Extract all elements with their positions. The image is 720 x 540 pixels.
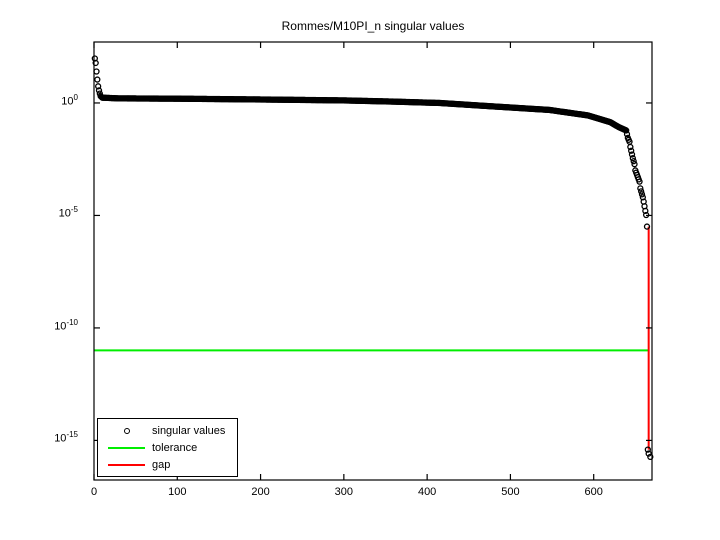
legend-label-singular-values: singular values	[152, 424, 226, 437]
singular-values-series	[91, 55, 654, 461]
singular-value-marker	[638, 191, 646, 198]
singular-value-marker	[628, 151, 636, 158]
singular-value-marker	[644, 446, 651, 453]
singular-value-marker	[638, 188, 645, 195]
legend-item-gap: gap	[98, 456, 237, 473]
x-tick-label: 100	[168, 486, 187, 498]
singular-value-marker	[94, 76, 101, 83]
circle-marker-icon	[123, 427, 130, 434]
legend-label-gap: gap	[152, 458, 171, 471]
x-tick-label: 500	[501, 486, 520, 498]
legend-item-tolerance: tolerance	[98, 439, 237, 456]
singular-value-marker	[642, 207, 649, 215]
legend-sample-area	[108, 446, 145, 449]
x-tick-label: 300	[334, 486, 354, 498]
singular-value-marker	[627, 143, 634, 151]
singular-value-marker	[630, 158, 637, 165]
singular-value-marker	[647, 453, 654, 461]
legend: singular values tolerance gap	[97, 418, 238, 477]
axis-box	[93, 41, 653, 481]
x-tick-label: 600	[584, 486, 603, 498]
singular-value-marker	[636, 178, 643, 185]
y-tick-label: 10-15	[54, 430, 78, 446]
singular-value-marker	[95, 83, 102, 90]
x-tick-label: 0	[90, 486, 98, 498]
x-tick-label: 400	[417, 486, 437, 498]
singular-value-marker	[645, 450, 652, 457]
singular-value-marker	[623, 131, 631, 138]
legend-item-singular-values: singular values	[98, 422, 237, 439]
y-tick-label: 100	[61, 92, 78, 108]
gap-line-icon	[108, 463, 145, 466]
legend-sample-area	[108, 463, 145, 466]
legend-sample-area	[108, 427, 145, 434]
singular-value-marker	[623, 127, 630, 134]
legend-label-tolerance: tolerance	[152, 441, 198, 454]
y-tick-label: 10-5	[58, 205, 78, 221]
singular-value-marker	[631, 161, 638, 168]
singular-value-marker	[93, 68, 100, 75]
singular-value-marker	[628, 147, 635, 154]
y-tick-label: 10-10	[54, 317, 78, 333]
singular-value-marker	[95, 87, 103, 94]
singular-value-marker	[92, 59, 99, 67]
singular-value-marker	[643, 223, 651, 230]
x-tick-label: 200	[251, 486, 270, 498]
chart-title: Rommes/M10PI_n singular values	[281, 19, 465, 33]
singular-value-marker	[637, 185, 644, 192]
tolerance-line-icon	[108, 446, 145, 449]
singular-value-marker	[629, 155, 636, 162]
